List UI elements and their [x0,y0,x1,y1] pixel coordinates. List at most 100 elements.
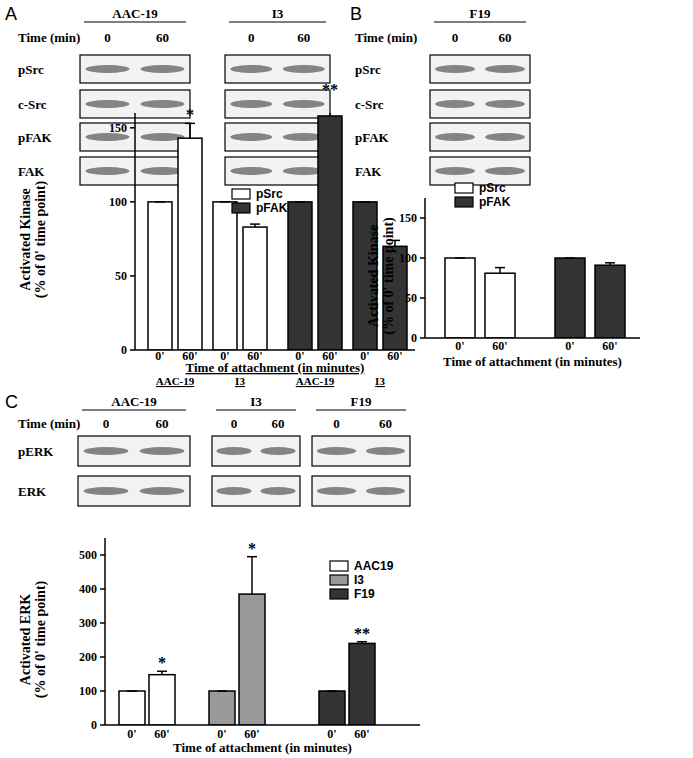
time-point: 60 [379,416,392,431]
significance: ** [354,625,370,642]
category-label: 0' [455,339,464,353]
error-bar [250,224,260,227]
header-line [82,409,186,410]
blot-band [230,100,272,108]
x-axis-label: Time of attachment (in minutes) [173,740,352,755]
error-cap [220,201,230,203]
header-line [229,21,326,22]
blot-band [260,447,295,455]
error-bar [455,258,465,259]
error-bar [295,201,305,202]
blot-band [84,447,129,455]
category-label: 0' [327,727,336,741]
group-label: AAC-19 [156,375,195,387]
blot-box [312,436,410,466]
time-label: Time (min) [18,30,80,45]
blot-band [283,65,325,73]
y-tick-label: 400 [79,582,97,596]
error-bar [360,201,370,202]
blot-band [485,133,525,141]
group-label: I3 [235,375,245,387]
category-label: 0' [155,349,164,363]
category-label: 0' [217,727,226,741]
y-axis-label: Activated Kinase [366,225,381,327]
error-cap [360,201,370,203]
error-cap [217,690,227,692]
time-label: Time (min) [18,416,80,431]
y-tick-label: 100 [109,195,127,209]
error-bar [220,201,230,202]
time-point: 60 [156,30,169,45]
panel-letter: C [5,392,18,412]
y-tick-label: 300 [79,616,97,630]
legend-swatch [330,561,348,571]
blot-band [86,100,130,108]
y-axis-label: (% of 0' time point) [33,180,49,298]
blot-band [86,65,130,73]
blot-band [230,133,272,141]
y-tick-label: 500 [79,548,97,562]
y-tick-label: 100 [79,684,97,698]
bar [318,116,342,350]
time-point: 0 [452,30,459,45]
bar [243,227,267,350]
row-label: pFAK [355,130,390,145]
error-stem [329,113,331,116]
significance: * [248,540,256,557]
category-label: 60' [354,727,369,741]
blot-box [78,476,190,506]
y-tick [420,297,425,299]
blot-box [312,476,410,506]
panel-letter: B [350,4,362,24]
legend-swatch [455,183,473,193]
bar [319,691,345,725]
y-axis-label: (% of 0' time point) [33,580,49,698]
blot-box [225,157,330,185]
blot-band [140,447,185,455]
significance: ** [322,81,338,98]
time-point: 60 [297,30,310,45]
category-label: 60' [387,349,402,363]
blot-band [366,487,405,495]
row-label: pSrc [355,62,381,77]
y-axis [424,198,426,338]
figure: ATime (min)AAC-19060I3060pSrcc-SrcpFAKFA… [0,0,693,758]
y-axis-label: Activated ERK [18,594,33,685]
legend-label: AAC19 [354,559,394,573]
time-point: 60 [156,416,169,431]
blot-band [230,167,272,175]
row-label: ERK [18,484,47,499]
y-tick-label: 0 [91,718,97,732]
time-point: 60 [272,416,285,431]
blot-box [80,55,190,83]
blot-header: AAC-19 [111,394,157,409]
error-bar [605,263,615,265]
error-cap [565,257,575,259]
legend-swatch [330,575,348,585]
time-point: 0 [231,416,238,431]
y-tick [130,201,135,203]
y-tick [130,127,135,129]
time-point: 0 [333,416,340,431]
group-label: AAC-19 [296,375,335,387]
category-label: 60' [602,339,617,353]
y-tick [420,217,425,219]
blot-header: AAC-19 [112,6,158,21]
y-axis-label: Activated Kinase [18,188,33,290]
y-tick [100,554,105,556]
bar [213,202,237,350]
error-bar [327,691,337,692]
y-axis [134,113,136,350]
significance: * [186,106,194,123]
blot-header: I3 [272,6,284,21]
header-line [434,21,526,22]
blot-header: F19 [351,394,372,409]
y-tick [420,257,425,259]
time-point: 0 [103,416,110,431]
error-stem [189,123,191,138]
blot-band [216,447,251,455]
y-tick-label: 200 [79,650,97,664]
x-axis [105,724,420,726]
blot-band [435,133,475,141]
category-label: 60' [244,727,259,741]
